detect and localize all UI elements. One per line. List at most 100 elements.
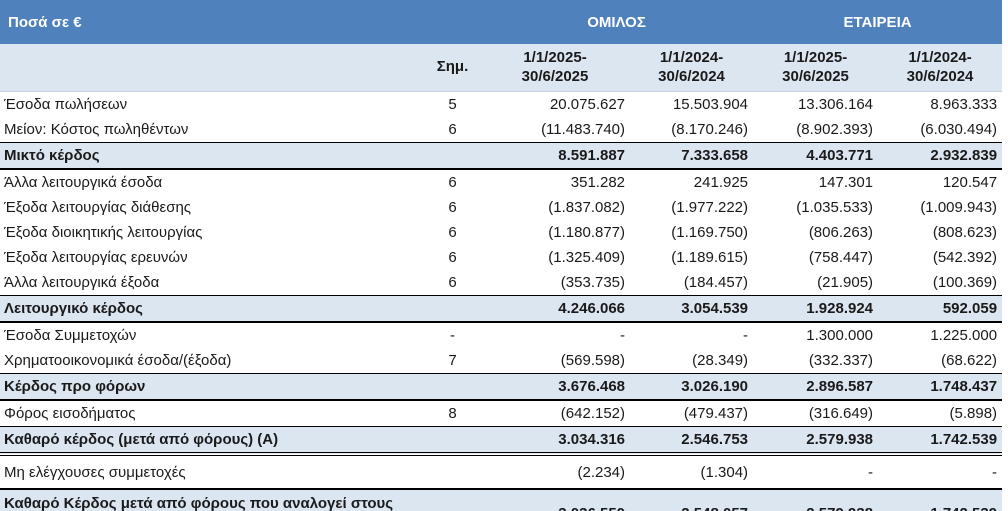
period-header-row: Σημ. 1/1/2025- 30/6/2025 1/1/2024- 30/6/…: [0, 44, 1003, 92]
row-note: [425, 295, 481, 323]
row-note: [425, 488, 481, 511]
amounts-in-euro-label: Ποσά σε €: [0, 0, 481, 44]
value-group-2025: (642.152): [560, 405, 626, 422]
table-row: Έξοδα λειτουργίας ερευνών 6 (1.325.409) …: [0, 245, 1002, 270]
value-group-2025: (353.735): [560, 274, 626, 291]
income-statement-body: Έσοδα πωλήσεων 5 20.075.627 15.503.904 1…: [0, 92, 1003, 511]
period-line2: 30/6/2025: [521, 68, 589, 85]
row-note: 6: [448, 174, 457, 191]
value-company-2024: (100.369): [932, 274, 998, 291]
value-company-2025: 147.301: [818, 174, 874, 191]
value-group-2025: (1.325.409): [548, 249, 626, 266]
value-group-2025: (2.234): [577, 463, 626, 481]
empty-header-cell: [0, 44, 425, 92]
row-label: Άλλα λειτουργικά έσοδα: [4, 174, 163, 191]
value-company-2025: (21.905): [817, 274, 874, 291]
value-group-2025: 20.075.627: [549, 96, 626, 113]
table-row: Άλλα λειτουργικά έσοδα 6 351.282 241.925…: [0, 169, 1002, 195]
value-company-2025: (316.649): [808, 405, 874, 422]
value-group-2024: 15.503.904: [672, 96, 749, 113]
value-company-2024: 1.748.437: [878, 373, 1003, 401]
group-column-header: ΟΜΙΛΟΣ: [480, 0, 754, 44]
value-company-2024: (5.898): [949, 405, 998, 422]
value-company-2025: (332.337): [808, 352, 874, 369]
value-company-2024: (808.623): [932, 224, 998, 241]
value-group-2025: (569.598): [560, 352, 626, 369]
value-group-2025: 3.034.316: [480, 426, 631, 456]
period-line2: 30/6/2025: [782, 68, 849, 85]
row-label: Κέρδος προ φόρων: [0, 373, 425, 401]
value-group-2024: 2.546.753: [630, 426, 754, 456]
value-company-2024: 1.742.539: [878, 488, 1003, 511]
row-label: Καθαρό κέρδος (μετά από φόρους) (Α): [0, 426, 425, 456]
value-company-2024: (542.392): [932, 249, 998, 266]
period-header-company-2025: 1/1/2025- 30/6/2025: [753, 44, 879, 92]
row-note: -: [450, 327, 455, 344]
table-row: Κέρδος προ φόρων 3.676.468 3.026.190 2.8…: [0, 373, 1003, 401]
row-label: Λειτουργικό κέρδος: [0, 295, 425, 323]
value-company-2024: 592.059: [878, 295, 1003, 323]
row-note: [425, 142, 481, 170]
table-row: Έξοδα λειτουργίας διάθεσης 6 (1.837.082)…: [0, 195, 1002, 220]
period-line2: 30/6/2024: [906, 68, 974, 85]
value-company-2025: 2.579.938: [753, 488, 879, 511]
period-header-group-2025: 1/1/2025- 30/6/2025: [480, 44, 631, 92]
note-column-header: Σημ.: [425, 44, 481, 92]
value-group-2024: 7.333.658: [630, 142, 754, 170]
value-group-2025: 3.676.468: [480, 373, 631, 401]
table-row: Μη ελέγχουσες συμμετοχές (2.234) (1.304)…: [0, 454, 1002, 489]
value-group-2024: (1.169.750): [671, 224, 749, 241]
value-company-2025: 2.579.938: [753, 426, 879, 456]
row-label: Μη ελέγχουσες συμμετοχές: [4, 463, 186, 481]
period-line1: 1/1/2024-: [908, 49, 972, 66]
period-line1: 1/1/2025-: [523, 49, 587, 66]
row-label: Έξοδα διοικητικής λειτουργίας: [4, 224, 203, 241]
row-label: Έσοδα πωλήσεων: [4, 96, 128, 113]
row-note: [425, 426, 481, 456]
table-row: Καθαρό Κέρδος μετά από φόρους που αναλογ…: [0, 488, 1003, 511]
value-company-2025: (1.035.533): [796, 199, 874, 216]
value-group-2024: 241.925: [693, 174, 749, 191]
row-note: 6: [448, 199, 457, 216]
row-note: 8: [448, 405, 457, 422]
row-note: [425, 454, 480, 489]
value-company-2024: 8.963.333: [930, 96, 998, 113]
period-line2: 30/6/2024: [658, 68, 725, 85]
table-row: Καθαρό κέρδος (μετά από φόρους) (Α) 3.03…: [0, 426, 1003, 456]
row-note: 6: [448, 224, 457, 241]
row-label: Έσοδα Συμμετοχών: [4, 327, 137, 344]
value-group-2025: 8.591.887: [480, 142, 631, 170]
table-row: Φόρος εισοδήματος 8 (642.152) (479.437) …: [0, 400, 1002, 427]
table-row: Χρηματοοικονομικά έσοδα/(έξοδα) 7 (569.5…: [0, 348, 1002, 374]
row-label: Έξοδα λειτουργίας ερευνών: [4, 249, 188, 266]
row-label: Μικτό κέρδος: [0, 142, 425, 170]
row-label: Χρηματοοικονομικά έσοδα/(έξοδα): [4, 352, 232, 369]
value-company-2025: -: [868, 463, 874, 481]
value-company-2025: 2.896.587: [753, 373, 879, 401]
period-line1: 1/1/2024-: [659, 49, 724, 66]
row-label: Έξοδα λειτουργίας διάθεσης: [4, 199, 192, 216]
value-group-2024: (1.977.222): [671, 199, 749, 216]
table-row: Λειτουργικό κέρδος 4.246.066 3.054.539 1…: [0, 295, 1003, 323]
value-group-2024: (8.170.246): [671, 121, 749, 138]
value-company-2025: 1.928.924: [753, 295, 879, 323]
table-row: Μείον: Κόστος πωληθέντων 6 (11.483.740) …: [0, 117, 1002, 143]
period-header-group-2024: 1/1/2024- 30/6/2024: [630, 44, 754, 92]
value-company-2025: (806.263): [808, 224, 874, 241]
value-company-2025: 1.300.000: [806, 327, 874, 344]
value-group-2025: -: [620, 327, 626, 344]
table-row: Έσοδα πωλήσεων 5 20.075.627 15.503.904 1…: [0, 92, 1002, 118]
value-group-2025: (1.180.877): [548, 224, 626, 241]
company-column-header: ΕΤΑΙΡΕΙΑ: [753, 0, 1003, 44]
value-group-2024: (1.189.615): [671, 249, 749, 266]
value-group-2024: (479.437): [683, 405, 749, 422]
row-label: Άλλα λειτουργικά έξοδα: [4, 274, 160, 291]
row-note: 5: [448, 96, 457, 113]
value-company-2024: 1.742.539: [878, 426, 1003, 456]
row-label: Μείον: Κόστος πωληθέντων: [4, 121, 189, 138]
row-note: 6: [448, 121, 457, 138]
value-group-2024: -: [743, 327, 749, 344]
row-note: 6: [448, 249, 457, 266]
value-company-2024: 2.932.839: [878, 142, 1003, 170]
